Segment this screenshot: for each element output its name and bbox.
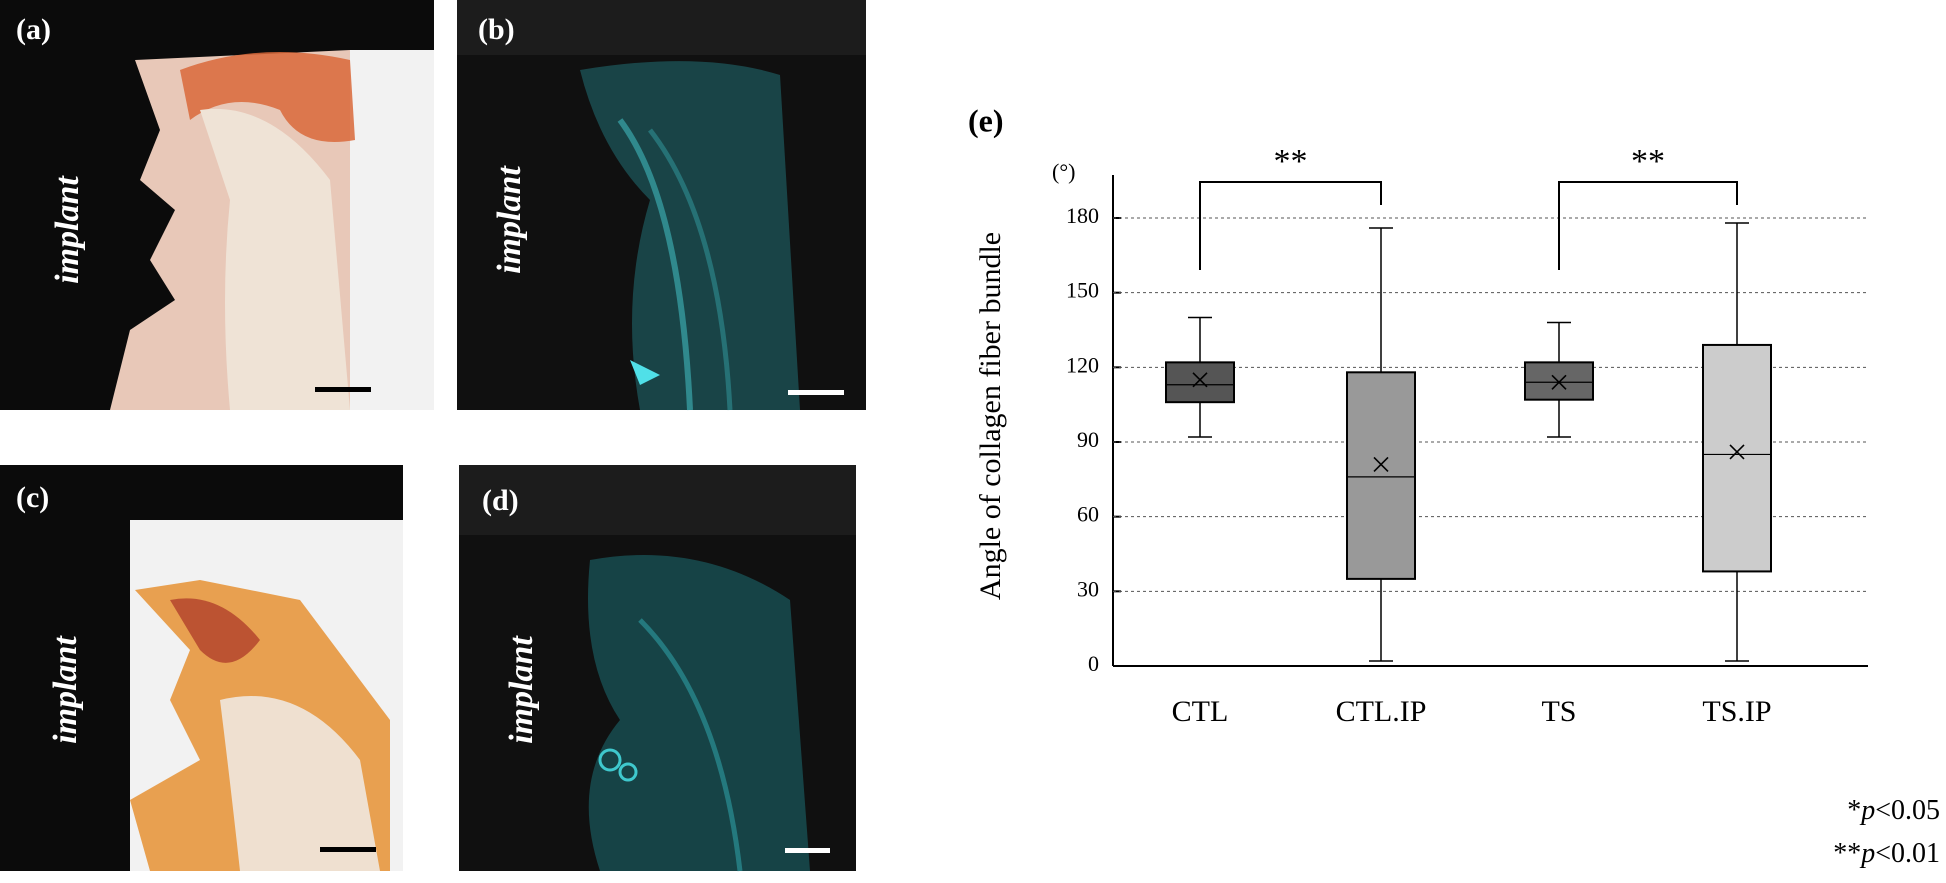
panel-label: (e): [968, 102, 1004, 138]
unit-label: (°): [1052, 159, 1075, 184]
footnote: *p<0.05: [1847, 795, 1940, 826]
panel-label: (a): [16, 13, 51, 46]
mean-stroke: [1192, 372, 1208, 388]
mean-stroke: [1551, 374, 1567, 390]
mean-marker: [1729, 444, 1745, 460]
footnote-var: p: [1859, 838, 1875, 869]
significance-label: **: [1274, 143, 1308, 180]
y-tick-label: 180: [1066, 203, 1099, 228]
footnote-cond: <0.01: [1875, 838, 1940, 869]
y-tick-label: 120: [1066, 352, 1099, 377]
mean-marker: [1373, 456, 1389, 472]
y-tick-label: 30: [1077, 576, 1099, 601]
y-tick-label: 0: [1088, 651, 1099, 676]
footnote-var: p: [1859, 795, 1875, 826]
panel-label: (b): [478, 13, 515, 46]
mean-stroke: [1373, 456, 1389, 472]
mean-stroke: [1729, 444, 1745, 460]
panel-label: (c): [16, 481, 49, 514]
box: [1165, 361, 1235, 404]
mean-marker: [1551, 374, 1567, 390]
significance-bracket: [1199, 181, 1382, 270]
implant-label: implant: [49, 175, 86, 284]
x-tick-label: TS.IP: [1702, 695, 1771, 728]
implant-label: implant: [503, 635, 540, 744]
x-tick-label: CTL.IP: [1336, 695, 1427, 728]
panel-d: (d) implant: [459, 465, 856, 872]
box: [1346, 371, 1416, 580]
x-tick-label: TS: [1541, 695, 1576, 728]
footnote-cond: <0.05: [1875, 795, 1940, 826]
footnote: **p<0.01: [1833, 838, 1940, 869]
box: [1702, 343, 1772, 573]
implant-label: implant: [47, 635, 84, 744]
y-tick-label: 90: [1077, 427, 1099, 452]
panel-a: (a) implant: [0, 0, 434, 410]
footnote-mark: **: [1833, 838, 1861, 869]
y-axis-label: Angle of collagen fiber bundle: [974, 232, 1007, 600]
significance-bracket: [1558, 181, 1738, 270]
footnote-mark: *: [1847, 795, 1861, 826]
panel-c: (c) implant: [0, 465, 403, 871]
significance-label: **: [1631, 143, 1665, 180]
implant-label: implant: [491, 165, 528, 274]
panel-label: (d): [482, 484, 519, 517]
box: [1524, 361, 1594, 401]
y-tick-label: 60: [1077, 502, 1099, 527]
x-tick-label: CTL: [1172, 695, 1229, 728]
y-tick-label: 150: [1066, 278, 1099, 303]
mean-marker: [1192, 372, 1208, 388]
panel-b: (b) implant: [457, 0, 866, 411]
